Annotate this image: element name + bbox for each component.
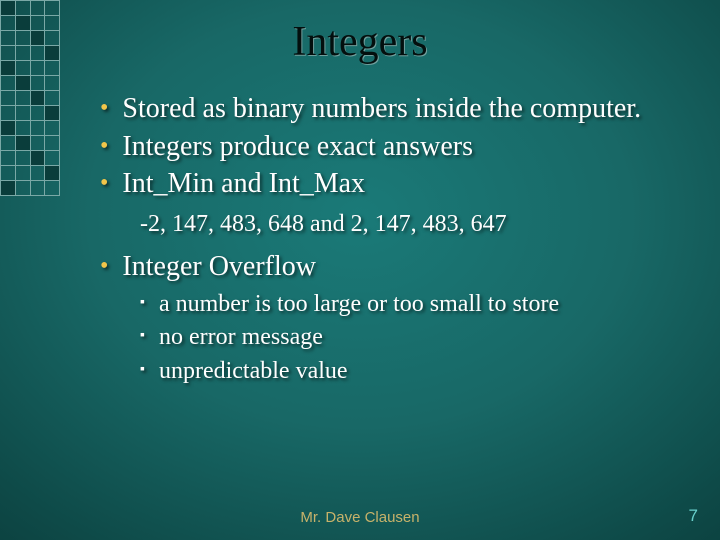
page-number: 7 [689,506,698,526]
square-bullet-icon: ▪ [140,321,145,352]
sub-bullet-text: a number is too large or too small to st… [159,288,559,322]
bullet-item: • Int_Min and Int_Max [100,167,680,201]
slide-title: Integers [0,18,720,66]
bullet-item: • Integer Overflow [100,250,680,284]
sub-bullet-text: no error message [159,321,323,355]
bullet-dot-icon: • [100,250,108,284]
bullet-text: Int_Min and Int_Max [122,167,365,201]
bullet-item: • Stored as binary numbers inside the co… [100,92,680,126]
sub-text: -2, 147, 483, 648 and 2, 147, 483, 647 [140,209,680,240]
bullet-dot-icon: • [100,92,108,126]
bullet-dot-icon: • [100,130,108,164]
bullet-text: Integer Overflow [122,250,316,284]
bullet-text: Integers produce exact answers [122,130,473,164]
sub-bullet-item: ▪ unpredictable value [140,355,680,389]
bullet-text: Stored as binary numbers inside the comp… [122,92,641,126]
bullet-dot-icon: • [100,167,108,201]
slide-content: • Stored as binary numbers inside the co… [100,92,680,388]
bullet-item: • Integers produce exact answers [100,130,680,164]
square-bullet-icon: ▪ [140,288,145,319]
square-bullet-icon: ▪ [140,355,145,386]
sub-bullet-text: unpredictable value [159,355,348,389]
footer-author: Mr. Dave Clausen [0,509,720,526]
slide: Integers • Stored as binary numbers insi… [0,0,720,540]
sub-bullet-item: ▪ no error message [140,321,680,355]
sub-bullet-item: ▪ a number is too large or too small to … [140,288,680,322]
